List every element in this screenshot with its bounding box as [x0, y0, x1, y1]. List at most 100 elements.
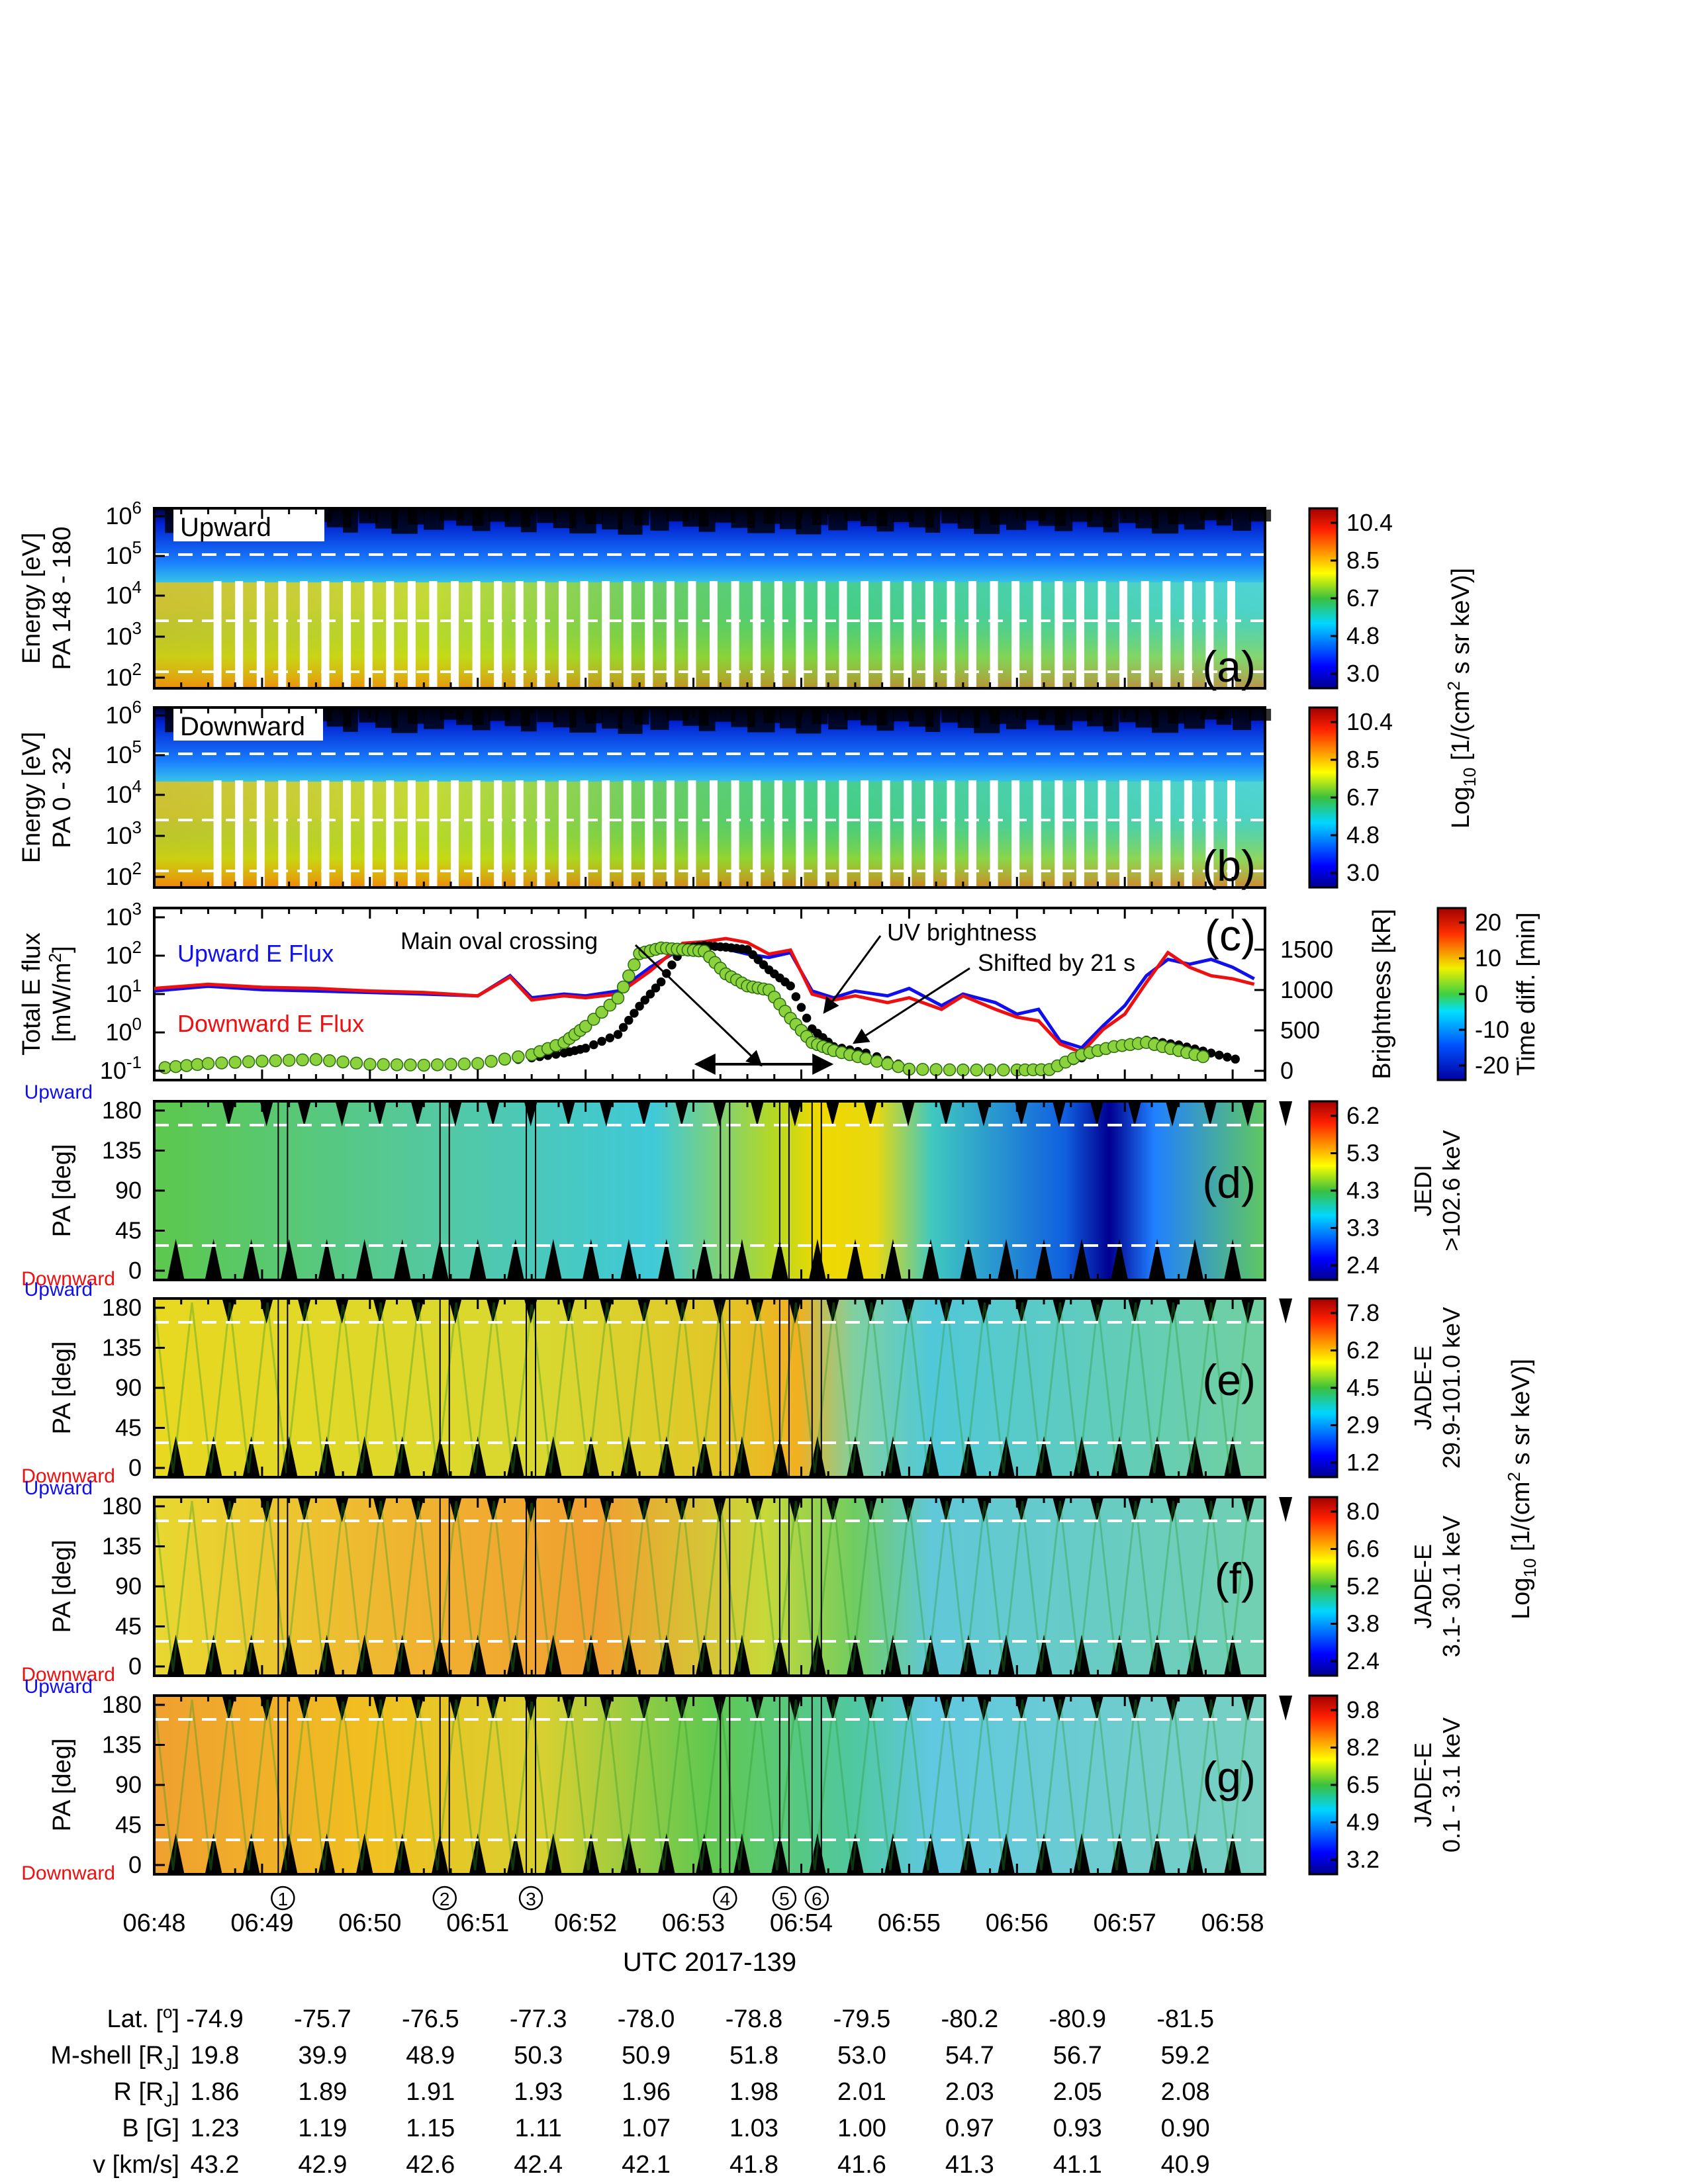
data-gap [537, 581, 545, 688]
uv-brightness-point [269, 1054, 283, 1068]
data-gap [1119, 581, 1128, 688]
data-gap [1011, 581, 1020, 688]
no-coverage-wedge [205, 1833, 222, 1874]
no-coverage-wedge [506, 1833, 524, 1874]
y-tick-label: 45 [115, 1811, 142, 1839]
no-coverage-wedge [167, 1833, 185, 1874]
data-gap [256, 581, 265, 688]
colorbar-tick-label: 20 [1475, 909, 1501, 936]
no-coverage-wedge [242, 1239, 260, 1280]
no-coverage-wedge [335, 1298, 349, 1324]
no-coverage-wedge [921, 1833, 939, 1874]
uv-brightness-shifted-point [1215, 1050, 1224, 1060]
event-marker-circle [432, 1886, 457, 1911]
high-energy-dropout [633, 709, 649, 725]
data-gap [580, 581, 588, 688]
colorbar-tick-label: 6.5 [1346, 1771, 1380, 1798]
arrow-uv-brightness [823, 935, 882, 1014]
data-gap [213, 780, 222, 887]
no-coverage-wedge [1053, 1298, 1066, 1324]
ephemeris-cell: 1.07 [622, 2115, 671, 2142]
no-coverage-wedge [544, 1833, 562, 1874]
data-gap [796, 780, 804, 887]
ephemeris-cell: 1.96 [622, 2078, 671, 2106]
data-gap [839, 581, 847, 688]
no-coverage-wedge [280, 1833, 298, 1874]
no-coverage-wedge [675, 1696, 688, 1721]
no-coverage-wedge [1128, 1696, 1142, 1721]
uv-brightness-point [943, 1063, 957, 1077]
uv-brightness-point [512, 1050, 525, 1064]
y-tick-label: 105 [105, 737, 142, 768]
uv-brightness-point [430, 1058, 444, 1071]
data-gap [602, 780, 610, 887]
no-coverage-wedge [506, 1635, 524, 1676]
y-tick-label: 102 [105, 858, 142, 890]
y-axis-label: Energy [eV] [18, 533, 46, 664]
uv-brightness-shifted-point [786, 981, 795, 991]
ephemeris-row-label: B [G] [122, 2115, 179, 2142]
downward-direction-label: Downward [21, 1862, 115, 1884]
no-coverage-wedge [788, 1497, 802, 1522]
ephemeris-cell: 50.9 [622, 2042, 671, 2070]
pa-scan-trace [153, 1302, 1250, 1474]
data-gap [451, 581, 459, 688]
uv-brightness-shifted-point [748, 950, 757, 960]
panel-a-overlay-label: Upward [180, 513, 271, 542]
no-coverage-wedge [825, 1101, 839, 1126]
uv-brightness-point [859, 1052, 872, 1066]
y-tick-label: 104 [105, 776, 142, 808]
data-gap [839, 780, 847, 887]
uv-brightness-shifted-point [651, 983, 661, 993]
ephemeris-cell: 42.1 [622, 2151, 671, 2179]
ephemeris-cell: -81.5 [1156, 2005, 1214, 2033]
ephemeris-cell: -78.8 [726, 2005, 783, 2033]
high-energy-dropout [828, 510, 848, 531]
event-marker-label: 3 [526, 1889, 536, 1909]
uv-brightness-shifted-point [640, 995, 650, 1005]
ephemeris-cell: 19.8 [190, 2042, 239, 2070]
high-energy-dropout [1168, 709, 1186, 724]
no-coverage-wedge [297, 1696, 311, 1721]
x-tick-label: 06:49 [230, 1909, 293, 1937]
data-gap [494, 780, 502, 887]
ephemeris-cell: 2.05 [1053, 2078, 1102, 2106]
uv-brightness-point [611, 991, 625, 1005]
uv-brightness-shifted-point [753, 955, 763, 964]
uv-brightness-point [916, 1063, 929, 1076]
instrument-label: JADE-E [1409, 1544, 1436, 1629]
ephemeris-cell: 1.91 [406, 2078, 455, 2106]
data-gap [515, 780, 524, 887]
no-coverage-wedge [863, 1497, 877, 1522]
no-coverage-wedge [486, 1696, 500, 1721]
ephemeris-cell: 1.11 [515, 2115, 562, 2142]
panel-d: (d) [153, 1100, 1293, 1281]
data-gap [666, 780, 675, 887]
no-coverage-wedge [695, 1239, 713, 1280]
ephemeris-cell: 1.03 [729, 2115, 778, 2142]
no-coverage-wedge [355, 1833, 373, 1874]
x-tick-label: 06:58 [1201, 1909, 1264, 1937]
no-coverage-wedge [410, 1298, 424, 1324]
high-energy-dropout [763, 510, 782, 524]
right-y-tick-label: 0 [1280, 1057, 1293, 1084]
no-coverage-wedge [410, 1497, 424, 1522]
y-axis-sublabel: PA 148 - 180 [48, 527, 76, 670]
ephemeris-cell: 1.19 [298, 2115, 347, 2142]
ephemeris-cell: 1.98 [729, 2078, 778, 2106]
y-tick-label: 45 [115, 1217, 142, 1244]
legend-upward-flux: Upward E Flux [177, 940, 334, 967]
right-y-axis-label: Brightness [kR] [1368, 909, 1396, 1079]
y-tick-label: 103 [105, 899, 142, 931]
no-coverage-wedge [1073, 1436, 1091, 1477]
colorbar-unit-label-efg: Log10 [1/(cm2 s sr keV)] [1504, 1359, 1540, 1619]
no-coverage-wedge [695, 1635, 713, 1676]
no-coverage-wedge [582, 1635, 600, 1676]
uv-brightness-shifted-point [743, 945, 752, 954]
panel-e-tag: (e) [1202, 1355, 1256, 1404]
y-tick-label: 45 [115, 1414, 142, 1441]
high-energy-dropout [1233, 709, 1252, 730]
uv-brightness-shifted-point [618, 1023, 628, 1032]
y-tick-label: 90 [115, 1374, 142, 1401]
x-tick-label: 06:48 [122, 1909, 185, 1937]
